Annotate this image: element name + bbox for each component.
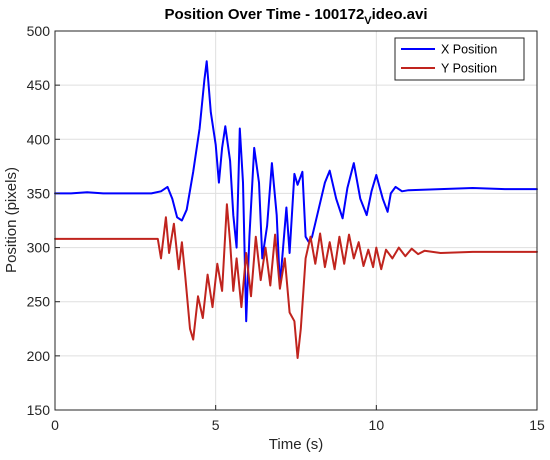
y-tick-label: 450 bbox=[27, 77, 51, 93]
x-tick-label: 10 bbox=[369, 417, 385, 433]
y-tick-label: 300 bbox=[27, 240, 51, 256]
y-tick-label: 350 bbox=[27, 185, 51, 201]
legend-box bbox=[394, 37, 525, 81]
x-tick-label: 5 bbox=[212, 417, 220, 433]
x-tick-label: 0 bbox=[51, 417, 59, 433]
y-tick-label: 200 bbox=[27, 348, 51, 364]
legend-label-x-position: X Position bbox=[441, 43, 497, 57]
x-axis-label: Time (s) bbox=[269, 436, 323, 453]
chart-title-tail: ideo.avi bbox=[372, 6, 428, 23]
chart-title-subscript: V bbox=[364, 15, 372, 27]
chart-title-main: Position Over Time - 100172 bbox=[164, 6, 364, 23]
series-line-x-position bbox=[54, 60, 538, 323]
y-axis-label: Position (pixels) bbox=[3, 167, 20, 273]
y-tick-label: 400 bbox=[27, 131, 51, 147]
plot-area: 0 5 10 15 150 200 250 300 350 400 450 500 X Position… bbox=[27, 23, 545, 433]
y-tick-label: 250 bbox=[27, 294, 51, 310]
chart-title: Position Over Time - 100172Video.avi bbox=[164, 6, 427, 27]
y-tick-label: 500 bbox=[27, 23, 51, 39]
plot-background bbox=[55, 31, 537, 410]
legend-label-y-position: Y Position bbox=[441, 62, 497, 76]
x-tick-label: 15 bbox=[529, 417, 545, 433]
series-line-y-position bbox=[54, 203, 538, 359]
axes-box bbox=[54, 30, 538, 411]
y-tick-label: 150 bbox=[27, 402, 51, 418]
